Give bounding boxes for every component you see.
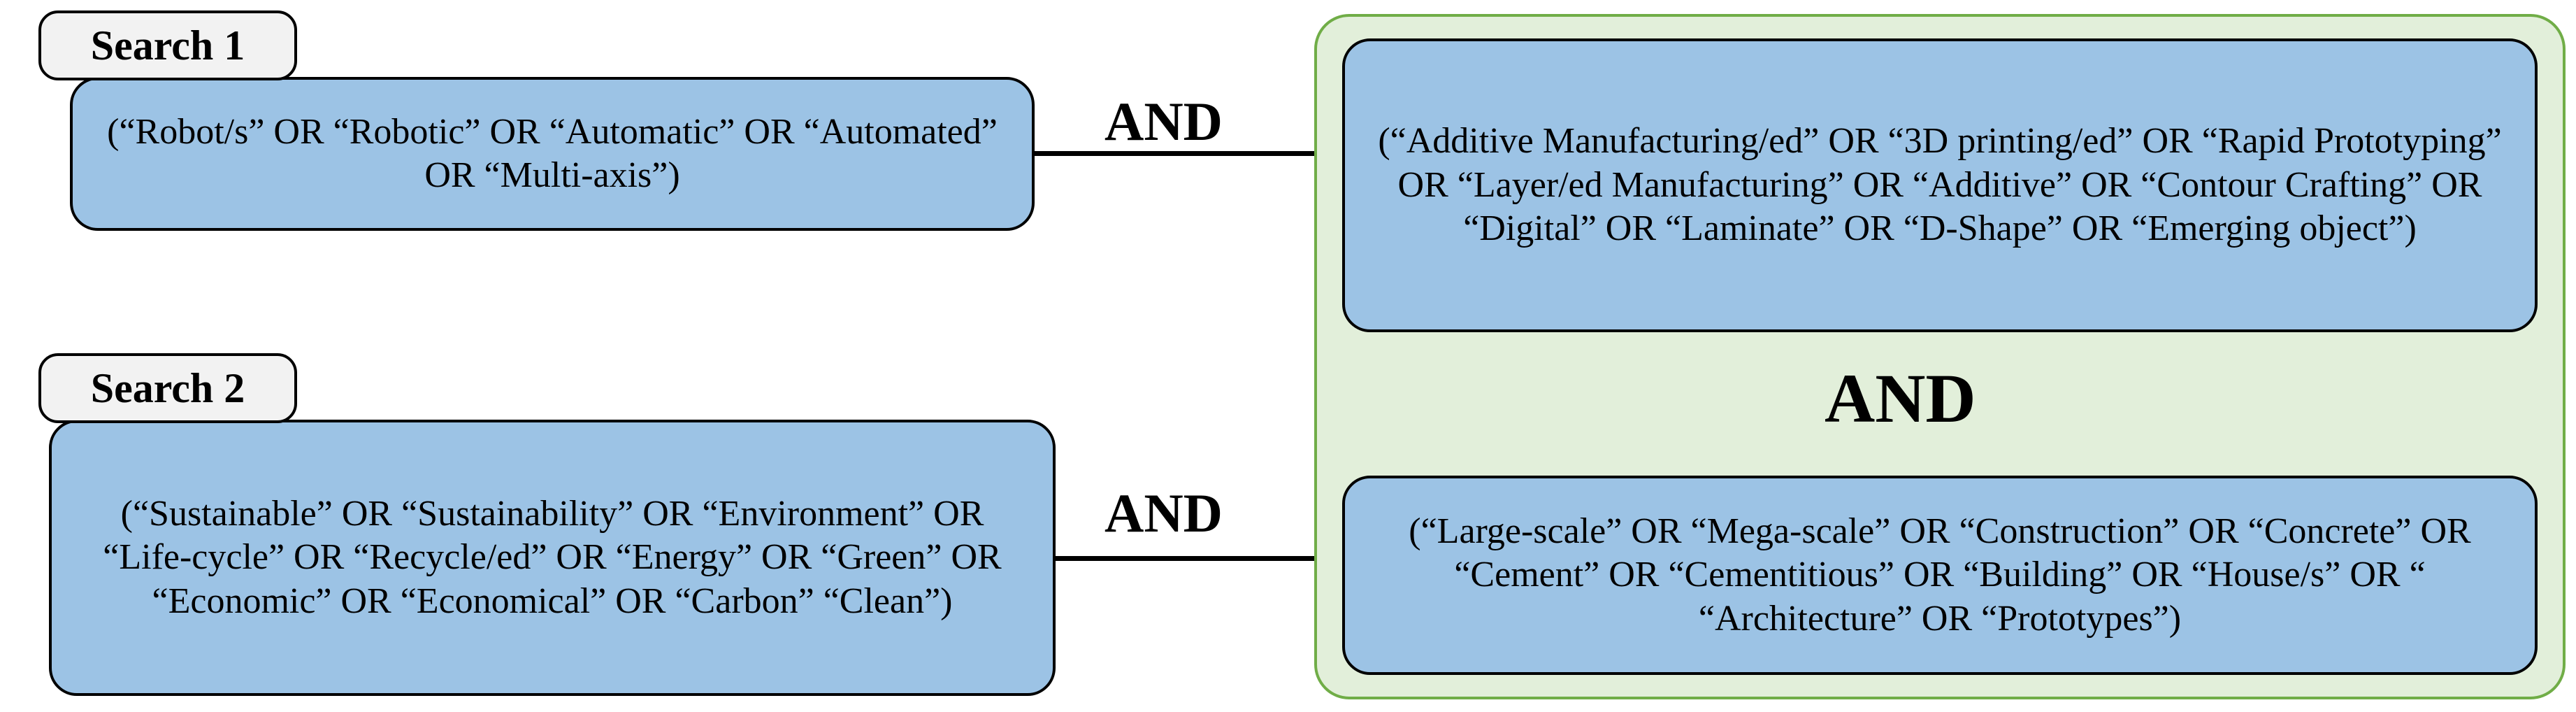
right-terms-box-2: (“Large-scale” OR “Mega-scale” OR “Const… bbox=[1342, 476, 2538, 675]
search1-label: Search 1 bbox=[38, 10, 297, 80]
and-operator-2: AND bbox=[1098, 486, 1230, 541]
and-operator-1: AND bbox=[1098, 94, 1230, 149]
right-terms-box-1: (“Additive Manufacturing/ed” OR “3D prin… bbox=[1342, 38, 2538, 332]
left-terms-box-1: (“Robot/s” OR “Robotic” OR “Automatic” O… bbox=[70, 77, 1035, 231]
connector-search2 bbox=[1056, 556, 1314, 561]
left-terms-box-2: (“Sustainable” OR “Sustainability” OR “E… bbox=[49, 420, 1056, 696]
connector-search1 bbox=[1035, 151, 1314, 156]
search2-label: Search 2 bbox=[38, 353, 297, 423]
and-right-operator: AND bbox=[1825, 364, 1976, 434]
diagram-canvas: (“Additive Manufacturing/ed” OR “3D prin… bbox=[0, 0, 2576, 712]
